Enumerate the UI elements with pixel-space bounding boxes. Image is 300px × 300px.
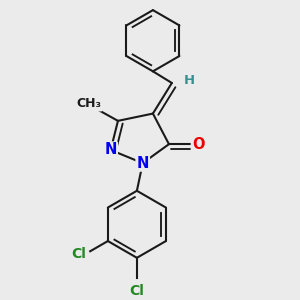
Text: O: O <box>192 137 204 152</box>
Text: Cl: Cl <box>130 284 144 298</box>
Text: H: H <box>184 74 195 87</box>
Text: CH₃: CH₃ <box>76 98 101 110</box>
Text: N: N <box>104 142 117 158</box>
Text: N: N <box>136 156 149 171</box>
Text: Cl: Cl <box>71 247 86 261</box>
